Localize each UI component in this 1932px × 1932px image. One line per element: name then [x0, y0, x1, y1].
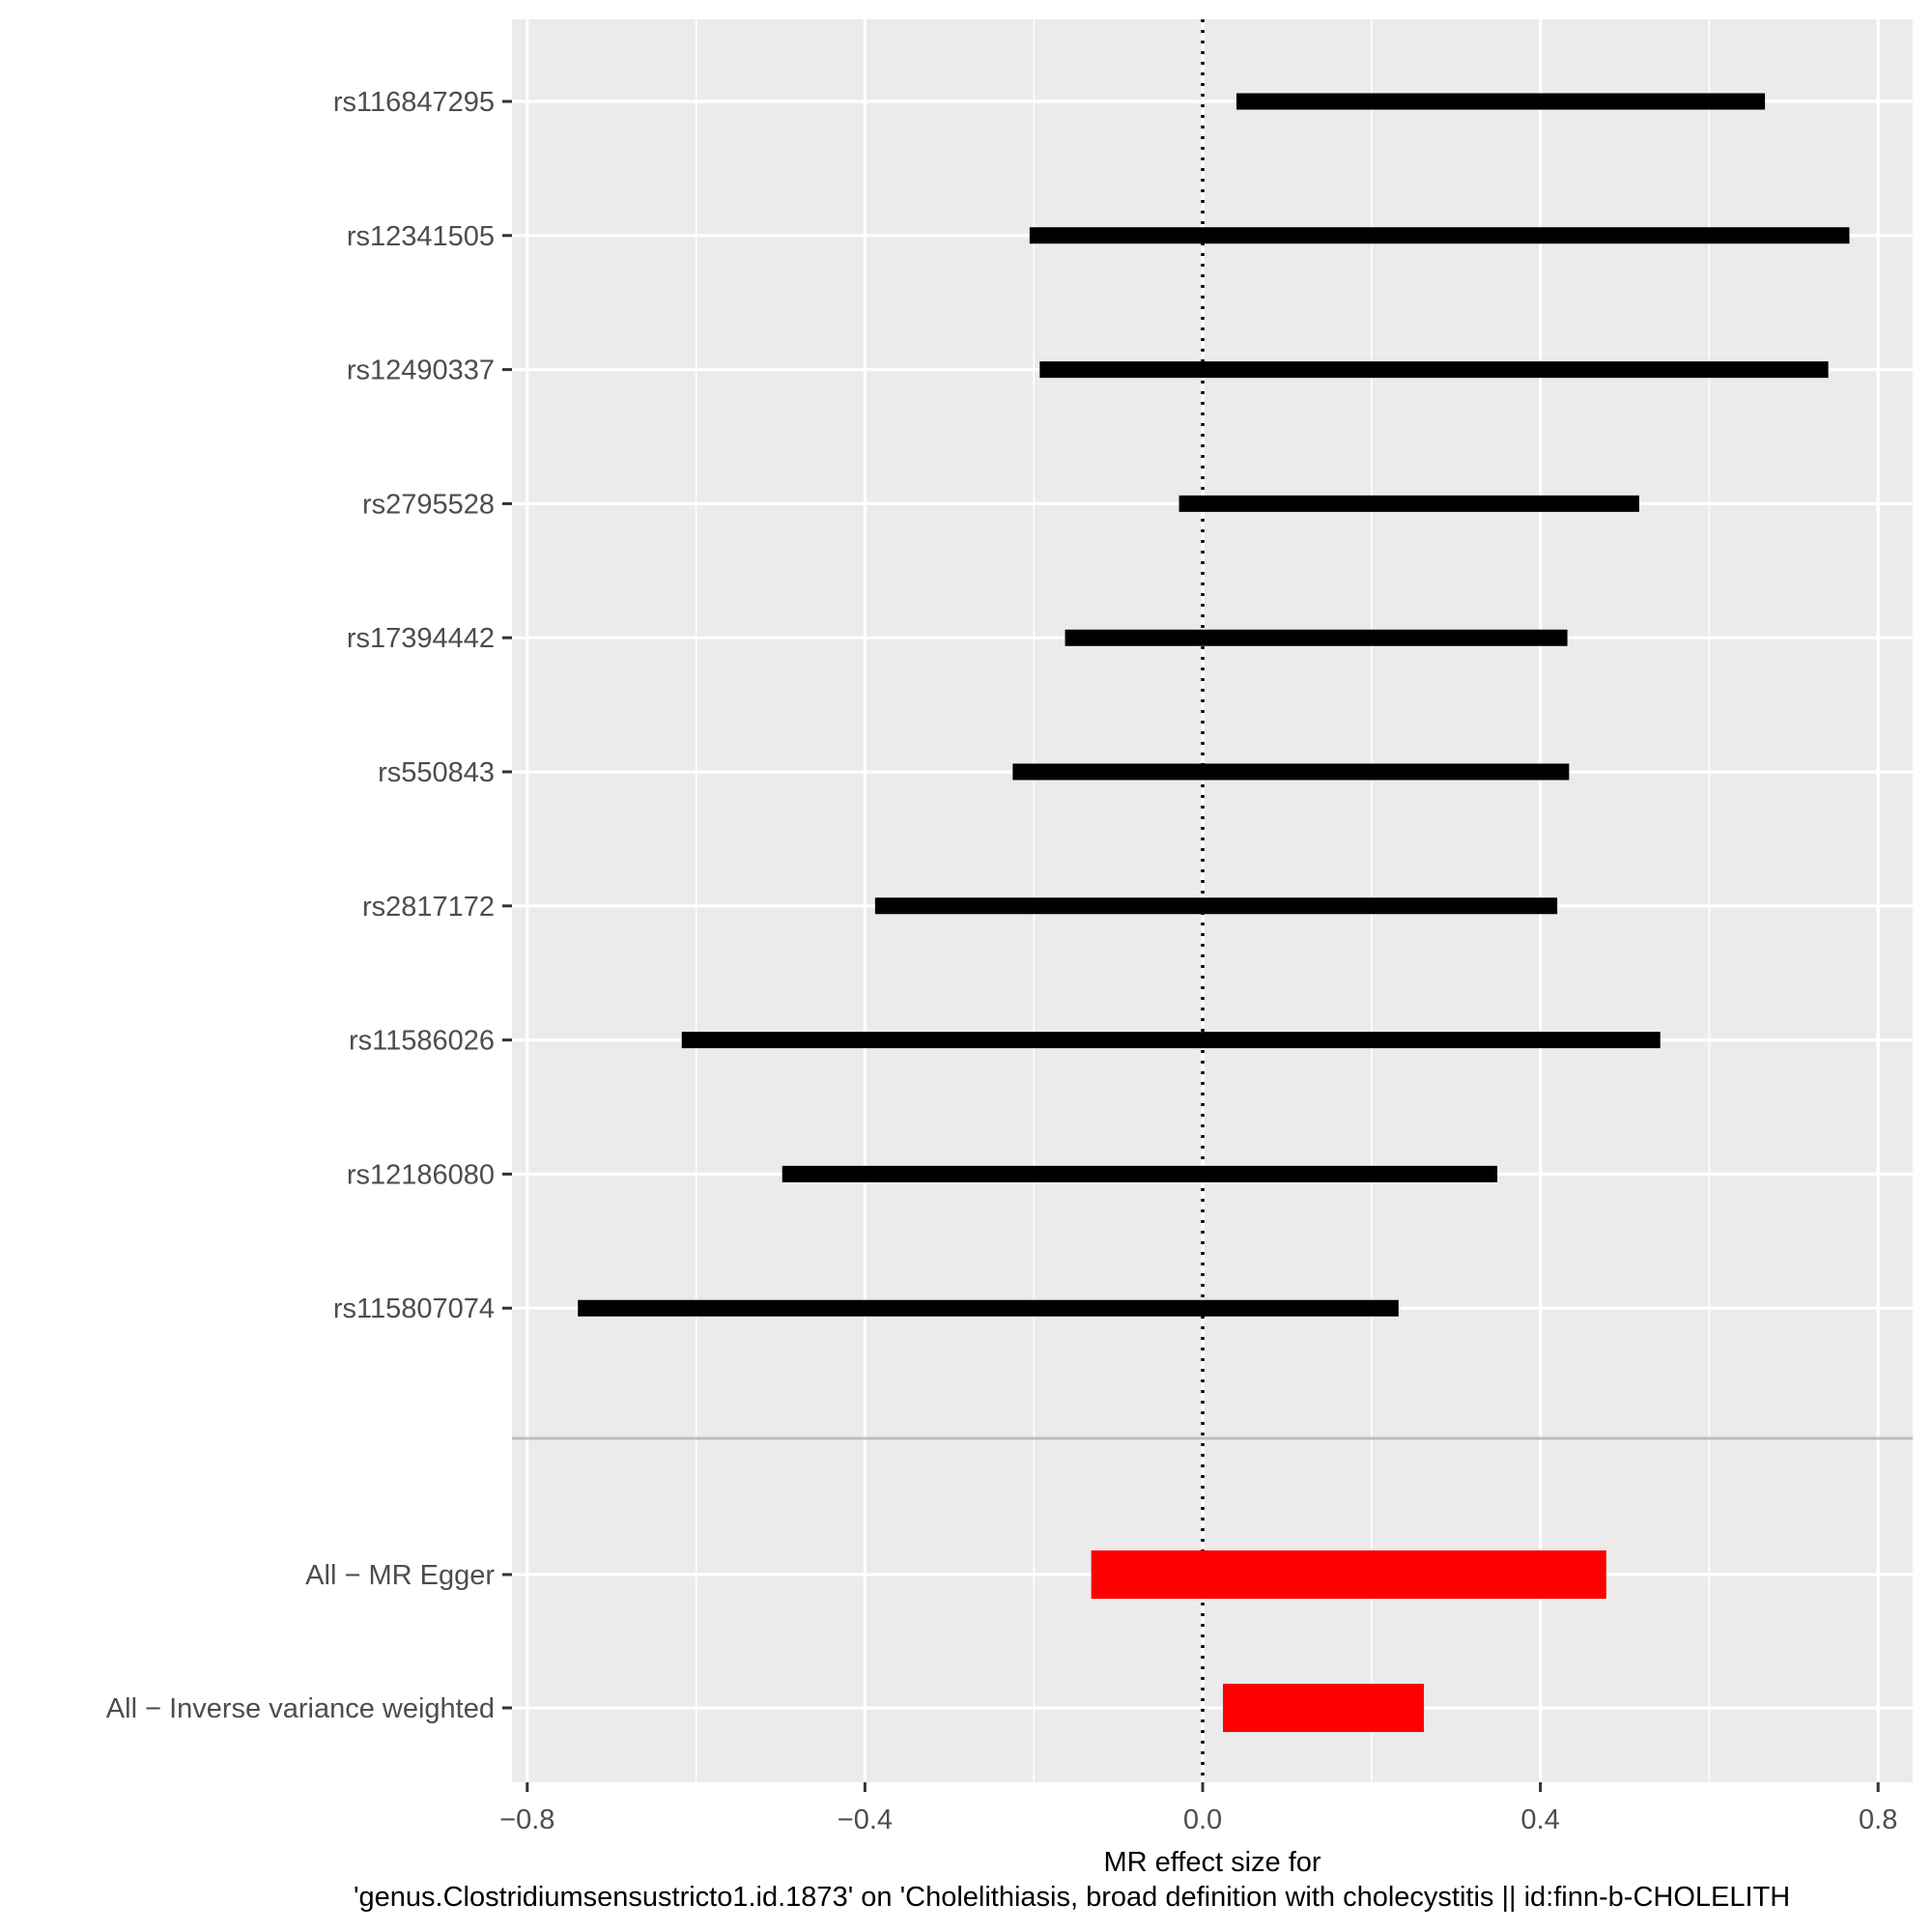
snp-point-estimate	[1492, 97, 1503, 106]
y-tick-label: rs12186080	[347, 1159, 495, 1190]
y-tick-label: All − MR Egger	[305, 1560, 495, 1591]
snp-point-estimate	[1405, 498, 1415, 509]
snp-point-estimate	[1434, 230, 1444, 241]
y-tick-label: rs12490337	[347, 355, 495, 386]
y-tick-label: rs116847295	[333, 87, 495, 118]
y-axis-tick-labels: rs116847295 rs12341505 rs12490337 rs2795528…	[106, 87, 496, 1724]
snp-point-estimate	[1311, 633, 1321, 643]
y-tick-label: rs12341505	[347, 221, 495, 252]
summary-interval-bar	[1222, 1684, 1424, 1732]
y-tick-label: rs2817172	[362, 892, 495, 923]
snp-point-estimate	[1132, 1169, 1143, 1179]
x-axis-label-line-1: MR effect size for	[1103, 1847, 1321, 1878]
snp-point-estimate	[1286, 767, 1296, 777]
x-axis-tick-labels: −0.8 −0.4 0.0 0.4 0.8	[499, 1804, 1897, 1835]
y-tick-label: rs11586026	[349, 1026, 495, 1057]
x-tick-label: −0.4	[838, 1804, 893, 1835]
y-axis-tick-marks	[502, 99, 512, 1710]
y-tick-label: rs2795528	[362, 489, 495, 520]
x-tick-label: −0.8	[499, 1804, 554, 1835]
x-axis-label-line-2: 'genus.Clostridiumsensustricto1.id.1873'…	[354, 1882, 1790, 1913]
snp-point-estimate	[982, 1303, 993, 1314]
snp-point-estimate	[1165, 1035, 1176, 1045]
y-tick-label: All − Inverse variance weighted	[106, 1693, 495, 1724]
snp-point-estimate	[1427, 364, 1437, 375]
snp-point-estimate	[1210, 900, 1221, 911]
y-tick-label: rs550843	[378, 757, 495, 788]
x-tick-label: 0.0	[1183, 1804, 1222, 1835]
x-tick-label: 0.8	[1859, 1804, 1897, 1835]
y-tick-label: rs17394442	[347, 623, 495, 654]
x-axis-tick-marks	[526, 1782, 1880, 1792]
y-tick-label: rs115807074	[333, 1293, 495, 1324]
estimate-marks	[578, 93, 1850, 1732]
summary-interval-bar	[1091, 1550, 1606, 1599]
x-tick-label: 0.4	[1520, 1804, 1559, 1835]
